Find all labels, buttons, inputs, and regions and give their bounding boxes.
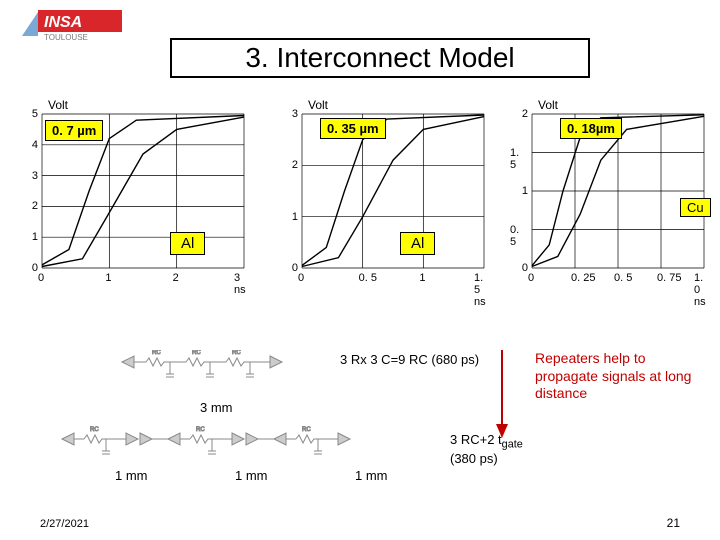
xtick: 0. 5 xyxy=(614,272,632,284)
ytick: 3 xyxy=(292,108,298,120)
svg-text:RC: RC xyxy=(196,427,205,433)
svg-text:RC: RC xyxy=(232,350,241,356)
ylabel: Volt xyxy=(538,98,558,112)
xtick: 0. 25 xyxy=(571,272,595,284)
xtick: 1 xyxy=(419,272,425,284)
xtick: 1 xyxy=(105,272,111,284)
xtick: 2 xyxy=(173,272,179,284)
logo: INSA TOULOUSE xyxy=(20,10,140,47)
page-title: 3. Interconnect Model xyxy=(170,38,590,78)
footer-page: 21 xyxy=(667,516,680,530)
xtick: 3 ns xyxy=(234,272,250,296)
xtick: 0 xyxy=(38,272,44,284)
formula-3rc-sub: gate xyxy=(502,439,523,451)
svg-text:INSA: INSA xyxy=(44,14,82,31)
xtick: 1. 5 ns xyxy=(474,272,490,308)
svg-text:RC: RC xyxy=(90,427,99,433)
ytick: 1 xyxy=(32,231,38,243)
ytick: 3 xyxy=(32,170,38,182)
segment-label-1mm-2: 1 mm xyxy=(235,468,268,483)
tech-label: 0. 18µm xyxy=(560,118,622,139)
xtick: 0. 75 xyxy=(657,272,681,284)
ytick: 2 xyxy=(32,200,38,212)
ytick: 1 xyxy=(292,211,298,223)
svg-text:RC: RC xyxy=(192,350,201,356)
ytick: 1 xyxy=(522,185,528,197)
rc-diagram-single: RC RC RC xyxy=(120,350,320,390)
repeaters-text: Repeaters help to propagate signals at l… xyxy=(535,350,705,403)
ytick: 1. 5 xyxy=(510,147,528,171)
formula-3rc-l2: (380 ps) xyxy=(450,451,498,466)
al-label: Al xyxy=(170,232,205,255)
al-label: Al xyxy=(400,232,435,255)
ytick: 2 xyxy=(522,108,528,120)
xtick: 0. 5 xyxy=(359,272,377,284)
xtick: 1. 0 ns xyxy=(694,272,710,308)
arrow-icon xyxy=(490,350,514,440)
ylabel: Volt xyxy=(48,98,68,112)
rc-diagram-repeaters: RC RC RC xyxy=(60,425,440,468)
xtick: 0 xyxy=(528,272,534,284)
formula-3rc: 3 RC+2 tgate (380 ps) xyxy=(450,432,523,466)
ytick: 4 xyxy=(32,139,38,151)
xtick: 0 xyxy=(298,272,304,284)
cu-label: Cu xyxy=(680,198,711,217)
footer-date: 2/27/2021 xyxy=(40,518,89,530)
segment-label-1mm-1: 1 mm xyxy=(115,468,148,483)
svg-text:RC: RC xyxy=(152,350,161,356)
svg-text:RC: RC xyxy=(302,427,311,433)
tech-label: 0. 35 µm xyxy=(320,118,386,139)
ylabel: Volt xyxy=(308,98,328,112)
formula-3rc-l1: 3 RC+2 t xyxy=(450,432,502,447)
ytick: 0. 5 xyxy=(510,224,528,248)
tech-label: 0. 7 µm xyxy=(45,120,103,141)
segment-label-1mm-3: 1 mm xyxy=(355,468,388,483)
ytick: 2 xyxy=(292,159,298,171)
segment-label-3mm: 3 mm xyxy=(200,400,233,415)
ytick: 5 xyxy=(32,108,38,120)
svg-text:TOULOUSE: TOULOUSE xyxy=(44,33,88,42)
formula-9rc: 3 Rx 3 C=9 RC (680 ps) xyxy=(340,352,479,367)
